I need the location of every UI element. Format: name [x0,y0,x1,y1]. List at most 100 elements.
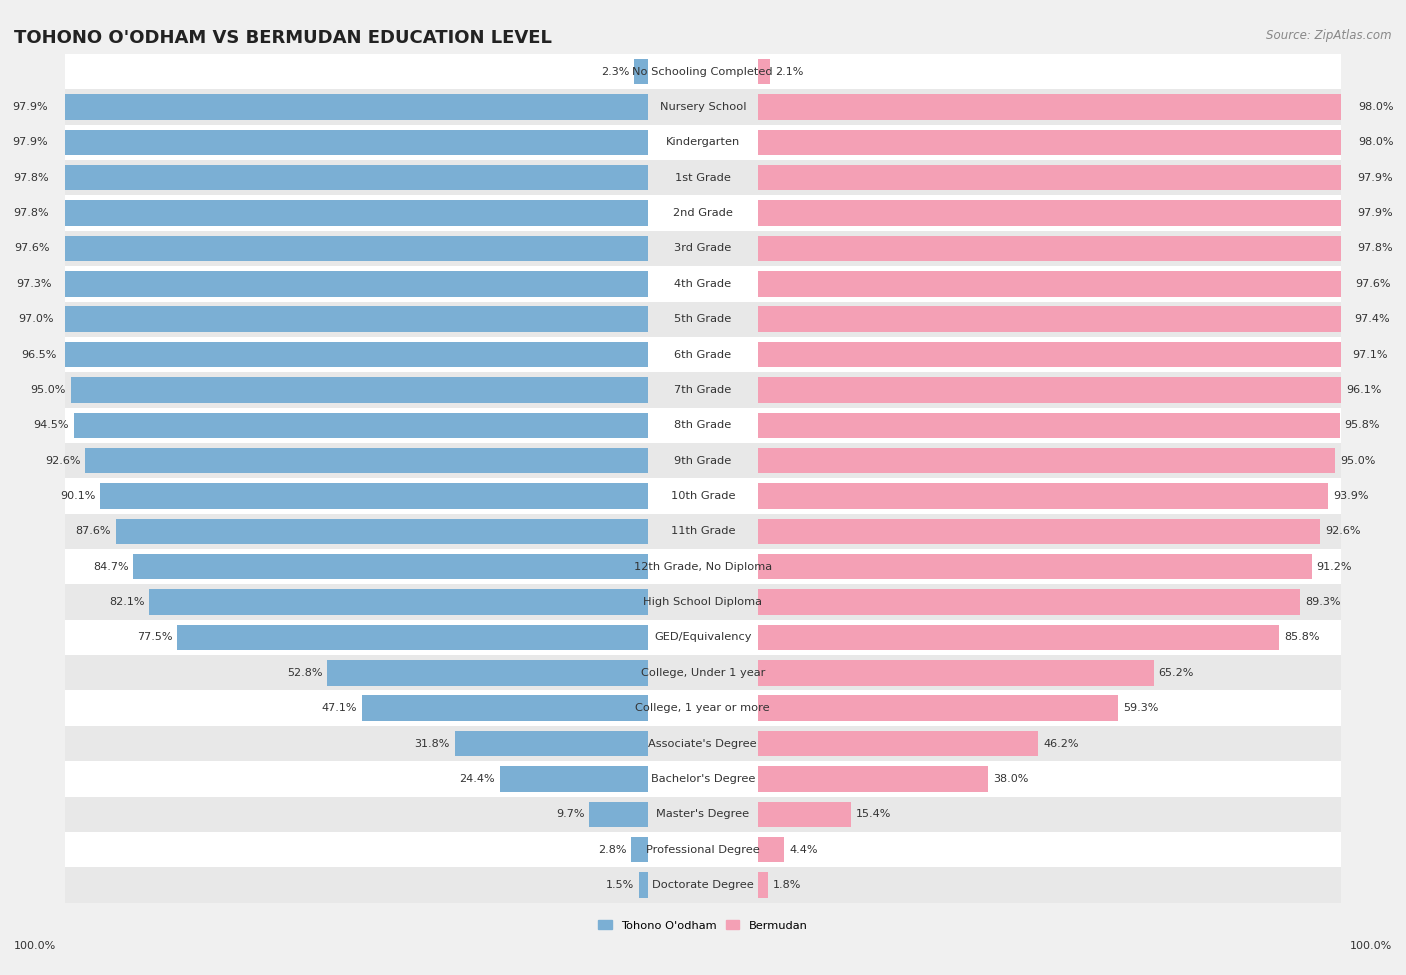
Bar [758,236,1353,261]
Bar [65,195,1406,231]
Text: 1.8%: 1.8% [773,880,801,890]
Text: 96.5%: 96.5% [21,350,56,360]
Bar [758,589,1301,615]
Bar [149,589,648,615]
Text: 2.3%: 2.3% [600,66,630,77]
Bar [53,201,648,226]
Text: College, 1 year or more: College, 1 year or more [636,703,770,713]
Bar [65,725,1406,761]
Text: 95.0%: 95.0% [31,385,66,395]
Bar [86,448,648,474]
Text: 12th Grade, No Diploma: 12th Grade, No Diploma [634,562,772,571]
Text: 4.4%: 4.4% [789,844,818,855]
Text: 65.2%: 65.2% [1159,668,1194,678]
Bar [62,342,648,368]
Bar [53,95,648,120]
Text: Source: ZipAtlas.com: Source: ZipAtlas.com [1267,29,1392,42]
Text: 92.6%: 92.6% [1326,526,1361,536]
Text: 38.0%: 38.0% [993,774,1029,784]
Bar [65,549,1406,584]
Text: 46.2%: 46.2% [1043,738,1078,749]
Text: 85.8%: 85.8% [1284,633,1319,643]
Bar [70,377,648,403]
Text: 96.1%: 96.1% [1347,385,1382,395]
Text: 24.4%: 24.4% [460,774,495,784]
Text: 97.8%: 97.8% [13,173,49,182]
Text: 97.8%: 97.8% [1357,244,1392,254]
Text: 2.8%: 2.8% [598,844,626,855]
Bar [758,695,1118,721]
Bar [65,301,1406,337]
Bar [758,201,1353,226]
Bar [758,306,1350,332]
Text: 10th Grade: 10th Grade [671,491,735,501]
Bar [758,130,1353,155]
Text: Associate's Degree: Associate's Degree [648,738,756,749]
Text: 98.0%: 98.0% [1358,137,1393,147]
Text: 92.6%: 92.6% [45,455,80,466]
Text: 9th Grade: 9th Grade [675,455,731,466]
Bar [758,731,1038,757]
Text: High School Diploma: High School Diploma [644,597,762,607]
Text: 97.6%: 97.6% [1355,279,1391,289]
Text: TOHONO O'ODHAM VS BERMUDAN EDUCATION LEVEL: TOHONO O'ODHAM VS BERMUDAN EDUCATION LEV… [14,29,553,47]
Text: College, Under 1 year: College, Under 1 year [641,668,765,678]
Text: 95.8%: 95.8% [1344,420,1381,430]
Bar [73,412,648,438]
Bar [758,271,1351,296]
Text: 8th Grade: 8th Grade [675,420,731,430]
Bar [758,95,1353,120]
Text: 97.3%: 97.3% [17,279,52,289]
Bar [638,873,648,898]
Bar [53,165,648,190]
Text: 91.2%: 91.2% [1316,562,1353,571]
Bar [177,625,648,650]
Bar [65,90,1406,125]
Bar [758,165,1353,190]
Bar [59,306,648,332]
Text: 97.8%: 97.8% [13,208,49,218]
Bar [499,766,648,792]
Text: Professional Degree: Professional Degree [645,844,759,855]
Bar [65,54,1406,90]
Text: 97.9%: 97.9% [1357,173,1393,182]
Bar [65,690,1406,725]
Text: Bachelor's Degree: Bachelor's Degree [651,774,755,784]
Bar [55,236,648,261]
Bar [100,484,648,509]
Text: 84.7%: 84.7% [93,562,128,571]
Bar [65,655,1406,690]
Bar [65,832,1406,868]
Bar [454,731,648,757]
Bar [589,801,648,827]
Bar [758,801,851,827]
Text: 100.0%: 100.0% [1350,941,1392,951]
Text: 5th Grade: 5th Grade [675,314,731,325]
Bar [758,766,988,792]
Bar [65,443,1406,479]
Text: No Schooling Completed: No Schooling Completed [633,66,773,77]
Text: Kindergarten: Kindergarten [665,137,740,147]
Text: 97.0%: 97.0% [18,314,53,325]
Bar [134,554,648,579]
Bar [758,448,1334,474]
Bar [65,761,1406,797]
Bar [631,837,648,862]
Text: 89.3%: 89.3% [1305,597,1340,607]
Bar [758,554,1312,579]
Bar [758,625,1279,650]
Bar [65,160,1406,195]
Text: 100.0%: 100.0% [14,941,56,951]
Bar [758,377,1341,403]
Text: 97.4%: 97.4% [1354,314,1391,325]
Bar [65,337,1406,372]
Text: 2.1%: 2.1% [775,66,803,77]
Bar [361,695,648,721]
Bar [65,408,1406,443]
Bar [758,837,785,862]
Text: 59.3%: 59.3% [1123,703,1159,713]
Text: Nursery School: Nursery School [659,102,747,112]
Text: 77.5%: 77.5% [136,633,172,643]
Text: 97.6%: 97.6% [14,244,51,254]
Bar [65,620,1406,655]
